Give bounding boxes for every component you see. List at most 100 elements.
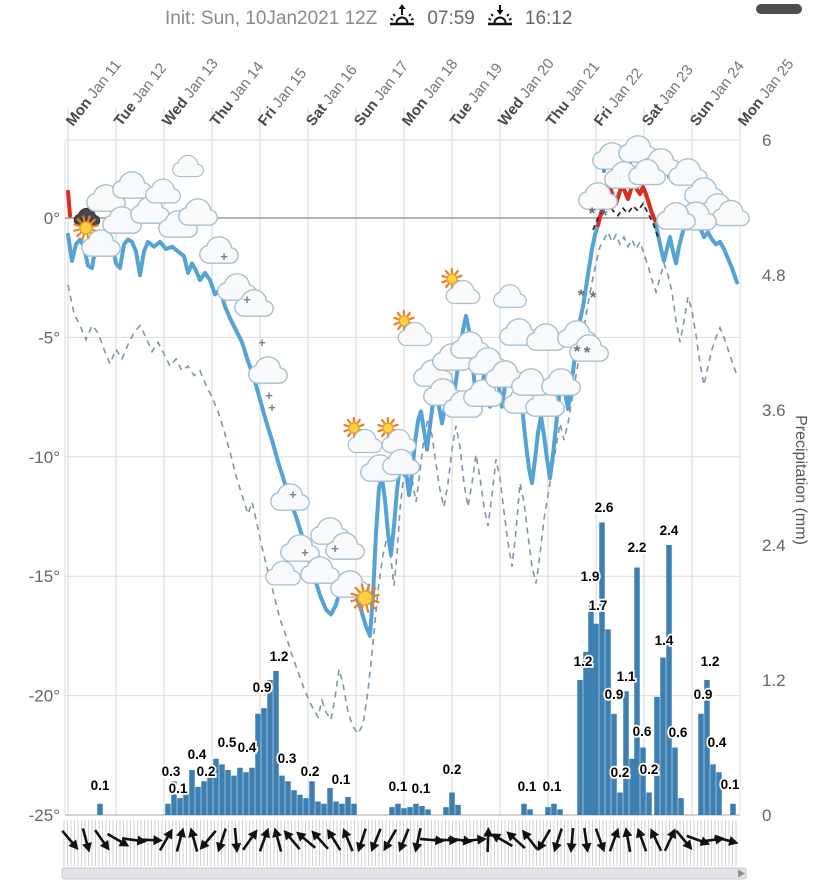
wind-arrow-icon [521,829,539,851]
precip-bar [351,803,357,815]
wind-arrow-icon [81,828,92,853]
precip-bar [605,629,611,815]
precip-bar [237,767,243,815]
precip-bar [231,775,237,815]
weather-icons: * ** ** *+++++++ + [73,135,750,613]
precip-bar [213,758,219,815]
drag-handle[interactable] [756,4,802,14]
cloud-icon [145,178,181,204]
plus-marker-icon: + [268,400,276,415]
precip-value-label: 0.2 [611,765,630,780]
temp-tick-label: 0° [44,209,60,228]
precip-bar [672,747,678,815]
precip-bar [455,804,461,815]
precip-bar [611,713,617,815]
precip-bar [273,671,279,815]
precip-value-label: 0.6 [669,725,688,740]
precip-value-label: 0.4 [238,740,257,755]
plus-marker-icon: + [243,292,251,307]
precip-value-label: 2.2 [628,540,647,555]
precip-value-label: 1.2 [270,649,289,664]
precip-tick-label: 3.6 [762,401,786,420]
precip-bar [588,601,594,815]
precip-bar [654,696,660,815]
precip-bar [407,807,413,815]
cloud-icon [172,154,204,178]
control-dashed-curve [592,201,659,238]
wind-arrow-icon [714,835,739,846]
sun-icon [441,267,463,291]
precip-tick-label: 4.8 [762,266,786,285]
precip-bar [225,770,231,815]
wind-arrow-icon [594,828,606,853]
wind-arrow-icon [356,828,367,853]
precip-bar [207,775,213,815]
precip-bar [345,797,351,815]
precip-bar [716,772,722,815]
precip-bar [297,794,303,815]
precip-bar [666,545,672,815]
snowflake-icon: * [584,343,591,362]
plus-marker-icon: + [220,249,228,264]
wind-arrow-icon [137,835,163,846]
wind-arrow-icon [61,829,79,850]
cloud-icon [493,284,527,308]
temp-tick-label: -5° [38,328,60,347]
precip-bar [327,788,333,815]
sun-behind-cloud-icon [343,416,383,454]
cloud-icon [578,182,618,210]
precip-value-label: 0.4 [188,747,207,762]
plus-marker-icon: + [289,487,297,502]
temp-tick-label: -15° [29,567,60,586]
precip-value-label: 0.1 [91,778,110,793]
precip-tick-label: 0 [762,806,771,825]
temp-tick-label: -20° [29,687,60,706]
precip-value-label: 1.9 [581,569,600,584]
wind-arrow-icon [581,827,592,853]
sun-icon [393,309,415,333]
precip-value-label: 1.4 [655,633,674,648]
precip-bar [279,775,285,815]
bar-labels: 0.10.30.10.40.20.5 0.40.91.20.30.20.1 0.1 0… [89,498,742,798]
precip-bar [704,680,710,815]
precip-bar [557,809,563,815]
wind-arrow-icon [283,830,301,851]
wind-arrow-icon [94,829,110,851]
wind-arrow-icon [412,827,423,853]
snowflake-icon: * [589,204,596,223]
horizontal-scrollbar[interactable] [61,867,747,880]
precip-value-label: 0.2 [301,764,320,779]
wind-arrow-icon [199,829,217,850]
wind-arrow-icon [622,827,633,853]
wind-arrow-icon [483,827,494,853]
precip-value-label: 0.1 [518,779,537,794]
scrollbar-right-arrow-icon[interactable] [738,869,745,878]
precip-bar [583,651,589,815]
cloud-icon [270,483,310,511]
scrollbar-track[interactable] [61,867,747,880]
precip-bar [243,772,249,815]
wind-arrow-icon [566,827,577,853]
precip-value-label: 0.9 [253,680,272,695]
wind-arrow-icon [663,828,677,852]
precip-value-label: 0.4 [708,735,727,750]
wind-arrow-icon [231,827,242,853]
precip-bar [195,786,201,815]
plus-marker-icon: + [258,335,266,350]
cloud-icon [381,428,417,454]
precip-bar [413,803,419,815]
wind-arrow-icon [537,828,552,852]
cloud-icon [248,356,288,384]
precip-bar [660,657,666,815]
temp-axis-labels: 0° -5° -10° -15° -20° -25° [29,209,60,825]
precip-value-label: 0.2 [197,764,216,779]
wind-arrow-icon [461,834,487,845]
precip-tick-label: 2.4 [762,536,786,555]
cloud-icon [265,560,301,586]
precip-bar [551,803,557,815]
cloud-icon [382,448,420,476]
ensemble-dashed-curve [67,230,738,736]
precip-value-label: 0.6 [633,724,652,739]
precip-bar [285,781,291,815]
